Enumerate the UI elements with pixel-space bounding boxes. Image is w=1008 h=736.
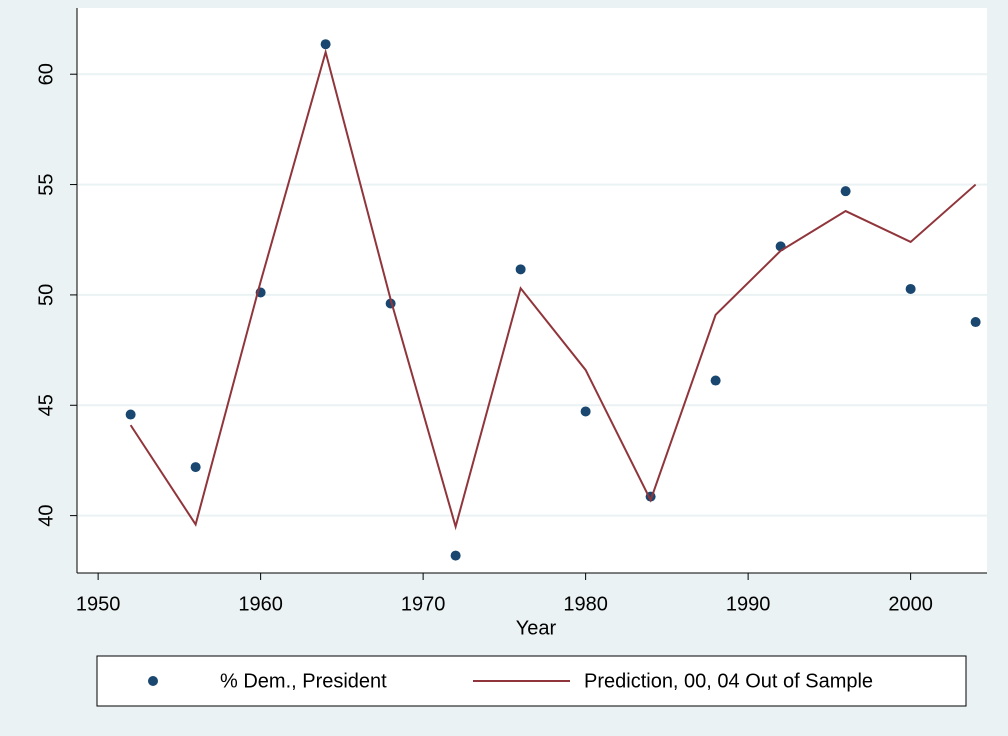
y-tick-label: 60 — [35, 63, 57, 85]
plot-area — [77, 8, 987, 573]
x-tick-label: 1970 — [401, 593, 446, 615]
x-tick-label: 1950 — [76, 593, 121, 615]
data-point — [905, 283, 916, 294]
y-tick-label: 50 — [35, 284, 57, 306]
data-point — [580, 406, 591, 417]
x-tick-label: 1980 — [563, 593, 608, 615]
legend-label: % Dem., President — [220, 670, 387, 692]
data-point — [450, 550, 461, 561]
x-axis-label: Year — [516, 617, 557, 639]
data-point — [125, 409, 136, 420]
x-tick-label: 1960 — [238, 593, 283, 615]
data-point — [320, 39, 331, 50]
data-point — [840, 186, 851, 197]
data-point — [190, 462, 201, 473]
y-tick-label: 55 — [35, 173, 57, 195]
y-tick-label: 40 — [35, 504, 57, 526]
x-tick-label: 2000 — [888, 593, 933, 615]
data-point — [710, 375, 721, 386]
x-tick-label: 1990 — [726, 593, 771, 615]
legend-marker — [148, 676, 158, 686]
data-point — [970, 317, 981, 328]
legend-label: Prediction, 00, 04 Out of Sample — [584, 670, 873, 692]
prediction-line — [129, 48, 977, 531]
y-tick-label: 45 — [35, 394, 57, 416]
data-point — [515, 264, 526, 275]
